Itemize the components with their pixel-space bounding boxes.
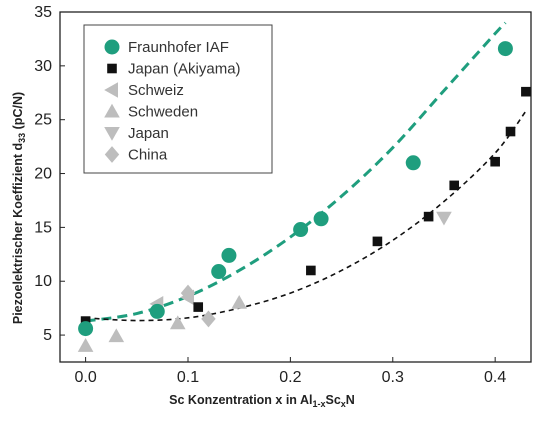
legend-label-fraunhofer-iaf: Fraunhofer IAF	[128, 39, 229, 56]
y-tick-label: 30	[34, 58, 52, 75]
point-schweden	[108, 328, 125, 343]
point-japan-akiyama	[490, 156, 500, 167]
y-tick-label: 5	[43, 327, 52, 344]
legend-label-china: China	[128, 147, 168, 164]
point-japan-akiyama	[372, 236, 383, 247]
legend-label-schweden: Schweden	[128, 104, 198, 121]
legend-label-schweiz: Schweiz	[128, 82, 184, 99]
y-tick-label: 20	[34, 166, 52, 183]
point-japan-akiyama	[80, 316, 91, 326]
point-japan-akiyama	[193, 302, 204, 312]
plot-frame	[59, 11, 532, 363]
x-tick-label: 0.4	[484, 369, 506, 386]
point-japan-akiyama	[521, 86, 531, 97]
data-points	[77, 41, 531, 352]
point-schweden	[77, 338, 94, 352]
point-china	[201, 310, 216, 328]
point-fraunhofer-iaf	[497, 41, 513, 57]
point-fraunhofer-iaf	[211, 264, 227, 280]
point-japan	[436, 211, 452, 226]
fit-line-fraunhofer-iaf	[85, 21, 507, 323]
x-tick-label: 0.1	[177, 369, 199, 386]
point-schweden	[169, 315, 186, 330]
point-japan-akiyama	[306, 265, 316, 276]
y-tick-label: 35	[34, 4, 52, 21]
fit-line-japan-akiyama	[85, 110, 527, 322]
point-japan-akiyama	[423, 211, 434, 222]
legend-label-japan-akiyama: Japan (Akiyama)	[128, 61, 241, 78]
x-tick-label: 0.3	[382, 369, 404, 386]
fit-lines	[85, 21, 527, 323]
y-tick-label: 25	[34, 112, 52, 129]
point-fraunhofer-iaf	[149, 303, 165, 319]
axis-ticks: 0.0 0.1 0.2 0.3 0.4 5 10 15 20 25 30 35	[34, 4, 506, 386]
point-japan-akiyama	[505, 126, 516, 137]
point-fraunhofer-iaf	[221, 247, 237, 263]
x-axis-title: Sc Konzentration x in Al1-xScxN	[169, 393, 355, 409]
legend-marker-japan-akiyama	[107, 63, 117, 74]
point-schweden	[231, 294, 247, 309]
y-axis-title: Piezoelektrischer Koeffizient d33 (pC/N)	[11, 92, 27, 324]
point-fraunhofer-iaf	[405, 155, 421, 171]
point-china	[180, 284, 196, 302]
point-fraunhofer-iaf	[293, 222, 309, 238]
point-fraunhofer-iaf	[313, 211, 329, 227]
x-tick-label: 0.0	[74, 369, 96, 386]
y-tick-label: 10	[34, 273, 52, 290]
legend: Fraunhofer IAF Japan (Akiyama) Schweiz Schw…	[83, 24, 273, 174]
point-fraunhofer-iaf	[78, 321, 94, 337]
legend-marker-china	[104, 146, 120, 163]
point-japan-akiyama	[449, 180, 460, 191]
legend-label-japan: Japan	[128, 125, 169, 142]
legend-marker-schweiz	[104, 82, 118, 98]
y-tick-label: 15	[34, 219, 52, 236]
legend-marker-japan	[104, 127, 120, 141]
x-tick-label: 0.2	[279, 369, 301, 386]
legend-marker-fraunhofer-iaf	[104, 39, 120, 55]
legend-marker-schweden	[104, 103, 120, 118]
